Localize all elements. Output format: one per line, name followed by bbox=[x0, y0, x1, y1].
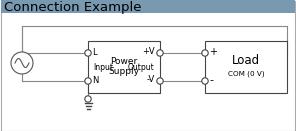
Circle shape bbox=[11, 52, 33, 74]
Circle shape bbox=[202, 50, 208, 56]
Text: Input: Input bbox=[93, 62, 113, 72]
Text: Connection Example: Connection Example bbox=[4, 1, 141, 13]
Circle shape bbox=[85, 78, 91, 84]
Text: Supply: Supply bbox=[109, 67, 139, 75]
Bar bbox=[88, 41, 160, 93]
Text: N: N bbox=[92, 76, 99, 85]
Text: L: L bbox=[92, 48, 97, 57]
Text: -V: -V bbox=[147, 75, 155, 84]
Circle shape bbox=[157, 50, 163, 56]
Circle shape bbox=[202, 78, 208, 84]
Text: +: + bbox=[209, 47, 217, 57]
Circle shape bbox=[157, 78, 163, 84]
Text: +V: +V bbox=[142, 48, 155, 56]
Text: COM (0 V): COM (0 V) bbox=[228, 71, 264, 77]
Circle shape bbox=[85, 50, 91, 56]
Text: Load: Load bbox=[232, 54, 260, 67]
Circle shape bbox=[85, 96, 91, 102]
Text: Output: Output bbox=[128, 62, 155, 72]
Text: -: - bbox=[209, 75, 213, 85]
Bar bbox=[1, 0, 295, 13]
Text: Power: Power bbox=[110, 58, 138, 67]
Bar bbox=[205, 41, 287, 93]
